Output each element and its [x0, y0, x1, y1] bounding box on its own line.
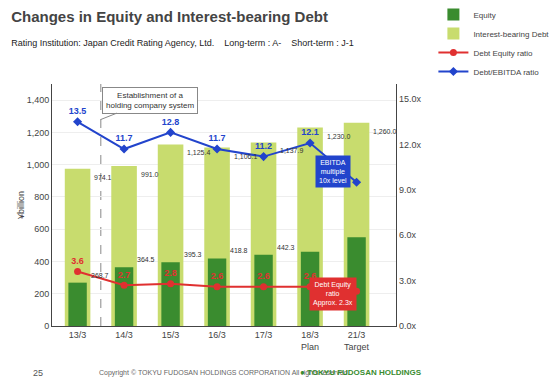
svg-text:2.8: 2.8	[164, 268, 177, 278]
svg-text:Rating Institution: Japan Cred: Rating Institution: Japan Credit Rating …	[11, 38, 354, 48]
svg-text:Interest-bearing Debt: Interest-bearing Debt	[473, 30, 549, 39]
svg-text:268.7: 268.7	[91, 272, 109, 279]
svg-text:16/3: 16/3	[208, 330, 226, 340]
svg-text:3.0x: 3.0x	[399, 276, 417, 286]
svg-text:974.1: 974.1	[94, 174, 112, 181]
svg-text:18/3Plan: 18/3Plan	[301, 330, 319, 352]
svg-text:800: 800	[34, 192, 49, 202]
svg-text:● TOKYU FUDOSAN HOLDINGS: ● TOKYU FUDOSAN HOLDINGS	[300, 368, 422, 377]
svg-text:Debt Equity ratio: Debt Equity ratio	[473, 49, 533, 58]
svg-text:Debt/EBITDA ratio: Debt/EBITDA ratio	[473, 68, 539, 77]
svg-text:14/3: 14/3	[115, 330, 133, 340]
svg-text:364.5: 364.5	[137, 256, 155, 263]
svg-text:Establishment of aholding comp: Establishment of aholding company system	[106, 91, 194, 110]
svg-text:1,400: 1,400	[27, 95, 50, 105]
svg-text:200: 200	[34, 289, 49, 299]
svg-text:991.0: 991.0	[141, 171, 159, 178]
svg-text:17/3: 17/3	[255, 330, 273, 340]
svg-text:12.1: 12.1	[301, 127, 319, 137]
svg-text:11.2: 11.2	[255, 141, 272, 151]
svg-text:2.6: 2.6	[211, 271, 224, 281]
svg-text:0: 0	[44, 321, 49, 331]
svg-text:13/3: 13/3	[69, 330, 87, 340]
svg-text:395.3: 395.3	[184, 251, 202, 258]
svg-text:442.3: 442.3	[277, 244, 295, 251]
svg-text:12.0x: 12.0x	[399, 140, 422, 150]
svg-text:13.5: 13.5	[69, 106, 87, 116]
svg-text:2.7: 2.7	[118, 270, 131, 280]
svg-text:15/3: 15/3	[162, 330, 180, 340]
svg-text:EBITDAmultiple10x level: EBITDAmultiple10x level	[319, 159, 347, 184]
svg-text:1,106.1: 1,106.1	[234, 153, 257, 160]
svg-text:2.6: 2.6	[257, 271, 270, 281]
svg-text:25: 25	[33, 368, 43, 378]
svg-text:3.6: 3.6	[71, 256, 84, 266]
svg-text:1,260.0: 1,260.0	[373, 128, 396, 135]
svg-text:Equity: Equity	[473, 11, 495, 20]
svg-text:1,200: 1,200	[27, 128, 50, 138]
svg-text:1,000: 1,000	[27, 160, 50, 170]
svg-text:Changes in Equity and Interest: Changes in Equity and Interest-bearing D…	[11, 8, 328, 25]
svg-text:¥billion: ¥billion	[16, 191, 26, 220]
svg-text:Copyright © TOKYU FUDOSAN HOLD: Copyright © TOKYU FUDOSAN HOLDINGS CORPO…	[99, 369, 350, 377]
svg-text:9.0x: 9.0x	[399, 185, 417, 195]
svg-text:418.8: 418.8	[230, 247, 248, 254]
svg-text:400: 400	[34, 257, 49, 267]
svg-text:0.0x: 0.0x	[399, 321, 417, 331]
svg-text:15.0x: 15.0x	[399, 94, 422, 104]
svg-text:12.8: 12.8	[162, 117, 180, 127]
svg-text:2.6: 2.6	[304, 271, 317, 281]
svg-text:Debt EquityratioApprox. 2.3x: Debt EquityratioApprox. 2.3x	[313, 281, 353, 307]
svg-text:1,137.9: 1,137.9	[280, 147, 303, 154]
svg-text:11.7: 11.7	[116, 133, 133, 143]
svg-text:1,230.0: 1,230.0	[327, 133, 350, 140]
svg-text:1,125.4: 1,125.4	[187, 149, 210, 156]
svg-text:11.7: 11.7	[209, 133, 226, 143]
svg-text:600: 600	[34, 224, 49, 234]
svg-text:6.0x: 6.0x	[399, 230, 417, 240]
svg-text:21/3Target: 21/3Target	[344, 330, 370, 352]
